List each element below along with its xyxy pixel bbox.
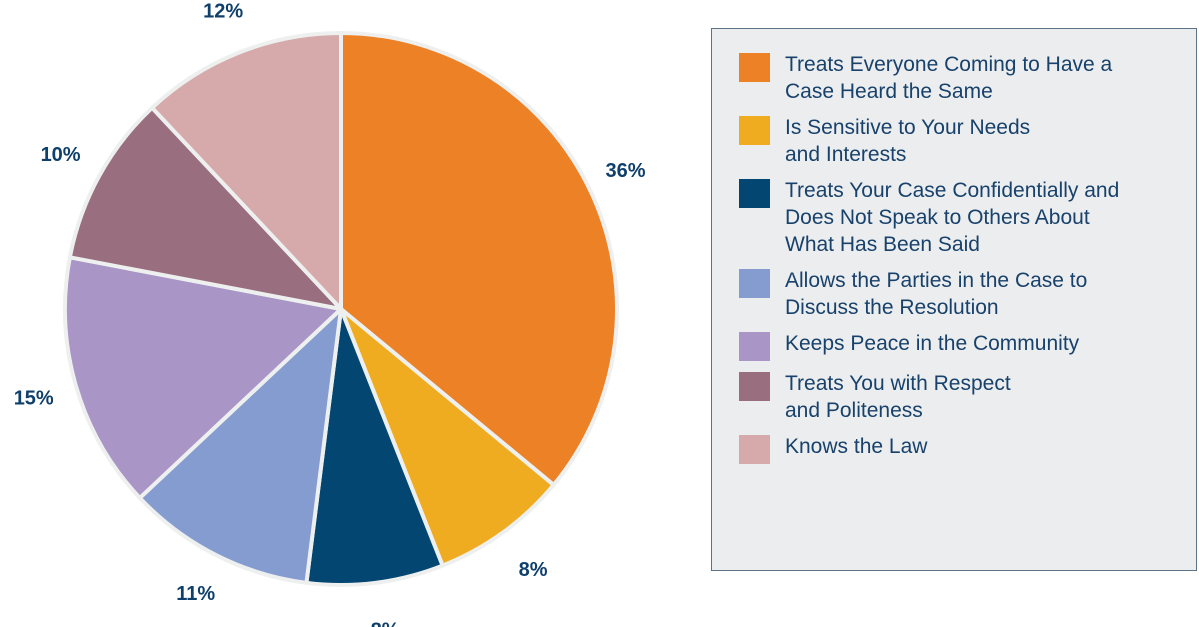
legend-item-keeps-peace: Keeps Peace in the Community [739,330,1186,361]
pie-value-label-6: 10% [41,144,81,166]
pie-slice-5 [63,255,343,500]
legend-swatch [739,435,770,464]
legend-swatch [739,179,770,208]
pie-chart: 36% 8% 8% 11% 15% 10% 12% [14,0,646,627]
pie-value-label-1: 36% [606,160,646,182]
pie-slice-3 [304,307,445,587]
pie-slice-6 [67,105,343,311]
chart-legend: Treats Everyone Coming to Have a Case He… [711,28,1197,571]
legend-label: Keeps Peace in the Community [785,332,1080,355]
legend-swatch [739,372,770,401]
legend-item-knows-law: Knows the Law [739,433,1186,464]
legend-swatch [739,269,770,298]
legend-label: Is Sensitive to Your Needs and Interests [785,116,1031,166]
legend-item-sensitive-to-needs: Is Sensitive to Your Needs and Interests [739,114,1186,168]
legend-label: Knows the Law [785,435,928,458]
legend-item-confidential: Treats Your Case Confidentially and Does… [739,177,1186,258]
pie-value-label-3: 8% [371,619,400,627]
pie-value-label-7: 12% [203,0,243,22]
legend-label: Treats You with Respect and Politeness [785,372,1011,422]
pie-value-label-2: 8% [519,559,548,581]
legend-swatch [739,332,770,361]
pie-value-label-5: 15% [14,387,54,409]
legend-item-allows-parties-discuss: Allows the Parties in the Case to Discus… [739,267,1186,321]
legend-label: Treats Everyone Coming to Have a Case He… [785,53,1113,103]
legend-item-respect-politeness: Treats You with Respect and Politeness [739,370,1186,424]
pie-value-label-4: 11% [176,583,215,605]
legend-label: Allows the Parties in the Case to Discus… [785,269,1088,319]
pie-slice-1 [339,31,619,487]
pie-value-labels: 36% 8% 8% 11% 15% 10% 12% [14,0,646,627]
pie-slices [63,31,619,587]
legend-swatch [739,53,770,82]
legend-swatch [739,116,770,145]
legend-item-treats-everyone-same: Treats Everyone Coming to Have a Case He… [739,51,1186,105]
pie-slice-2 [339,307,556,568]
legend-label: Treats Your Case Confidentially and Does… [785,179,1120,256]
pie-slice-7 [150,31,343,311]
pie-slice-4 [137,307,343,585]
